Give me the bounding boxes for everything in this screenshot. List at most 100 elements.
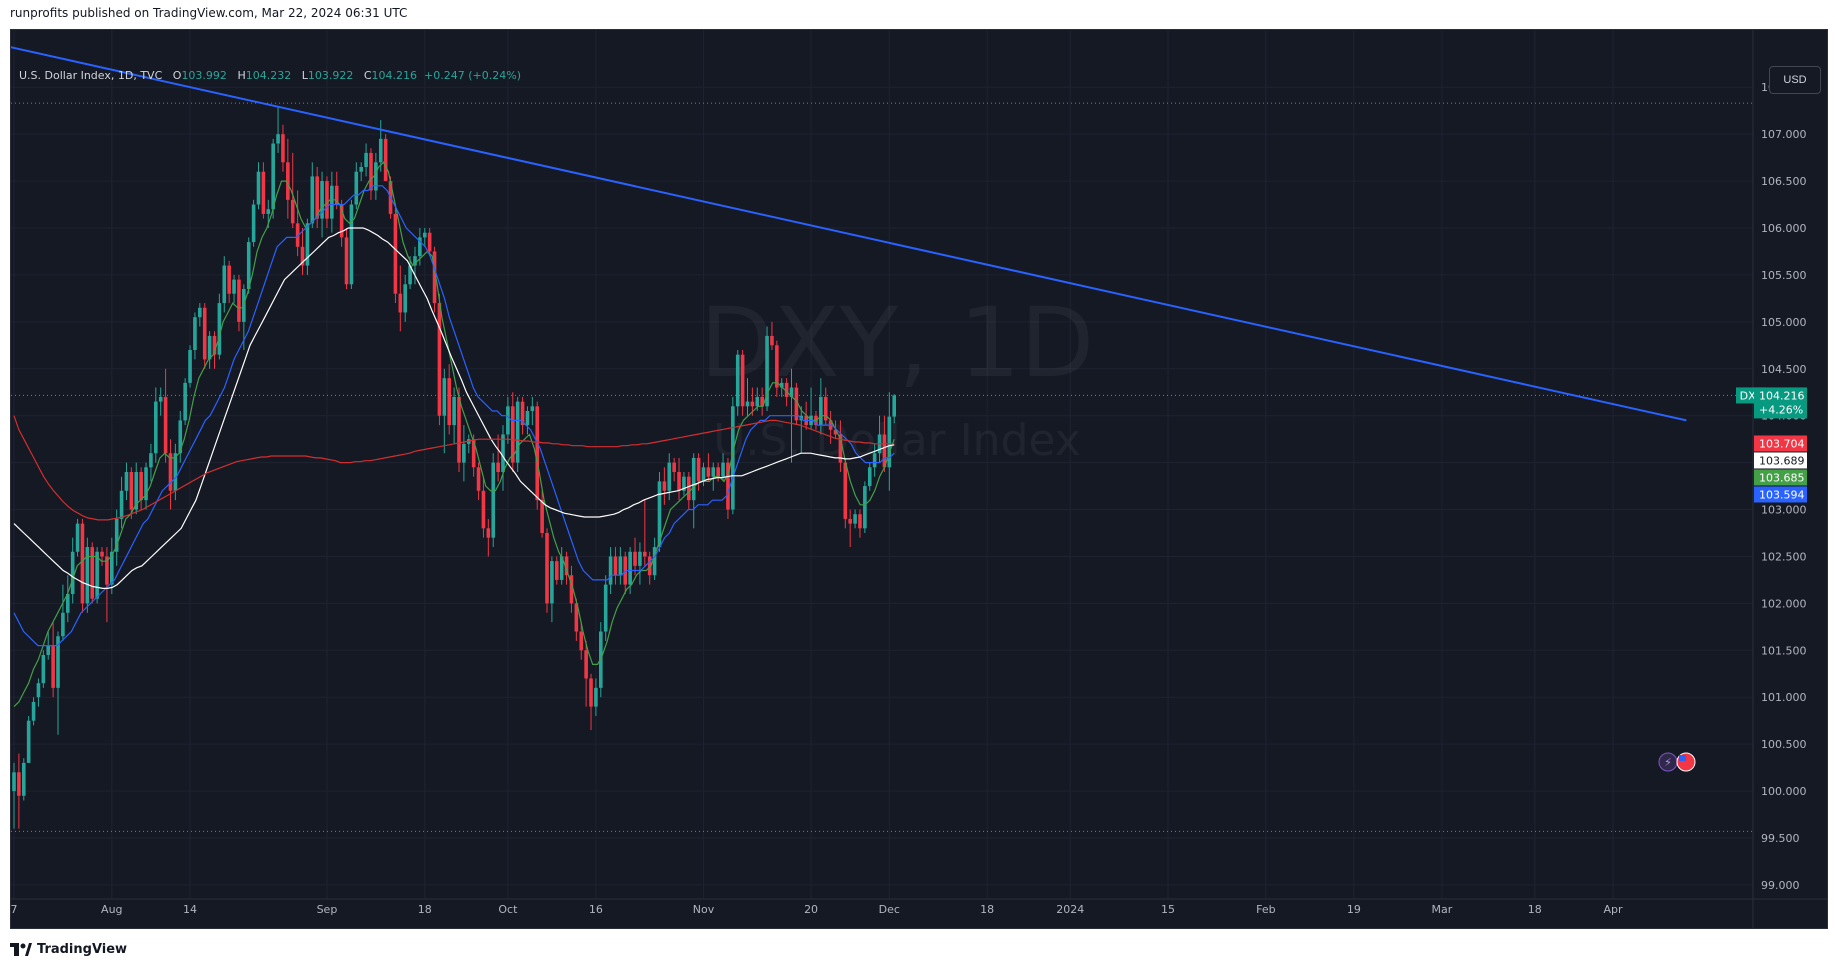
- candle: [677, 457, 681, 501]
- candle-body: [462, 443, 466, 463]
- y-tick-label: 106.000: [1761, 222, 1807, 235]
- candle: [286, 138, 290, 219]
- candle-body: [139, 472, 143, 501]
- candle-body: [491, 462, 496, 538]
- candle-body: [545, 533, 549, 604]
- x-tick-label: 18: [418, 903, 432, 916]
- legend-high: 104.232: [245, 69, 292, 82]
- candle-body: [858, 514, 862, 529]
- trendline[interactable]: [11, 40, 1687, 422]
- candle: [554, 556, 559, 585]
- candle-body: [339, 204, 344, 238]
- ma-line: [13, 185, 895, 647]
- candle: [618, 547, 623, 585]
- candle-body: [212, 335, 217, 355]
- y-tick-label: 101.500: [1761, 644, 1807, 657]
- y-tick-label: 107.000: [1761, 128, 1807, 141]
- candle-body: [383, 138, 388, 182]
- candle-body: [535, 406, 540, 501]
- candle: [300, 228, 305, 275]
- price-tag-ma-value: 103.594: [1759, 488, 1805, 501]
- candle-body: [525, 411, 530, 426]
- candle: [36, 678, 41, 707]
- chart-panel[interactable]: DXY, 1D U.S. Dollar Index 99.000 99.500 10…: [10, 29, 1828, 929]
- candle: [647, 551, 652, 585]
- moving-averages[interactable]: [13, 161, 895, 708]
- candle-body: [550, 561, 554, 604]
- candle: [61, 584, 65, 641]
- candle-body: [227, 265, 231, 294]
- candle: [56, 631, 60, 735]
- tradingview-logo[interactable]: TradingView: [10, 942, 127, 957]
- y-tick-label: 105.500: [1761, 269, 1807, 282]
- x-tick-label: 15: [1161, 903, 1175, 916]
- candle-body: [892, 395, 896, 417]
- candle-body: [144, 467, 148, 501]
- candle: [207, 331, 212, 369]
- legend-close: 104.216: [371, 69, 418, 82]
- candle: [608, 547, 613, 594]
- candle-body: [12, 772, 16, 792]
- y-tick-label: 99.000: [1761, 879, 1800, 892]
- candle: [760, 387, 764, 416]
- candle: [198, 303, 202, 327]
- time-axis[interactable]: 7 Aug 14 Sep 18 Oct 16 Nov 20 Dec 18 2024 15 Feb 19 Mar…: [11, 898, 1827, 916]
- y-tick-label: 101.000: [1761, 691, 1807, 704]
- candle-body: [374, 162, 378, 191]
- price-chart[interactable]: DXY, 1D U.S. Dollar Index 99.000 99.500 10…: [11, 30, 1827, 928]
- candle-body: [393, 213, 398, 294]
- candle-body: [672, 462, 676, 472]
- event-icons[interactable]: ⚡: [1658, 752, 1696, 772]
- candle-body: [872, 453, 877, 468]
- candle-body: [784, 382, 789, 397]
- y-tick-label: 102.000: [1761, 597, 1807, 610]
- candle: [735, 350, 740, 416]
- candle-body: [863, 486, 867, 529]
- candle: [525, 406, 530, 435]
- candle-body: [701, 467, 706, 482]
- candle: [70, 537, 75, 604]
- candle-body: [232, 279, 236, 294]
- candle-body: [486, 528, 491, 538]
- candle-body: [149, 453, 153, 468]
- candle-body: [95, 551, 99, 599]
- x-tick-label: Mar: [1431, 903, 1452, 916]
- candle-body: [26, 720, 31, 763]
- candle-body: [554, 561, 559, 580]
- currency-button[interactable]: USD: [1769, 66, 1821, 94]
- candle: [540, 490, 544, 538]
- watermark-name: U.S. Dollar Index: [713, 415, 1081, 466]
- candle-body: [408, 265, 412, 285]
- candle-body: [589, 678, 593, 707]
- candle-body: [633, 551, 637, 566]
- price-tag-ma: 103.594: [1754, 486, 1807, 503]
- candle-body: [271, 143, 275, 210]
- legend-low: 103.922: [307, 69, 354, 82]
- x-tick-label: Oct: [498, 903, 518, 916]
- price-tag-value: 104.216: [1759, 389, 1805, 402]
- candle-body: [608, 556, 613, 585]
- candle-body: [667, 462, 672, 491]
- candle: [339, 199, 344, 247]
- price-tag-ma-bg: [1754, 452, 1807, 469]
- candle: [721, 453, 725, 482]
- candle-body: [251, 204, 256, 243]
- candle-body: [691, 457, 696, 501]
- candle-body: [295, 223, 300, 247]
- candle: [457, 387, 461, 472]
- candle: [623, 551, 628, 594]
- candle-body: [867, 467, 872, 487]
- candle-body: [300, 246, 305, 266]
- candle: [462, 425, 466, 482]
- candle: [65, 575, 70, 623]
- candle-body: [682, 476, 686, 491]
- candle-body: [41, 655, 46, 684]
- price-tag-ma: 103.704: [1754, 435, 1807, 452]
- candle-body: [848, 518, 852, 524]
- candle: [726, 457, 730, 519]
- candle: [227, 260, 231, 304]
- candle: [432, 246, 437, 313]
- candle: [853, 509, 857, 529]
- candle: [427, 228, 432, 257]
